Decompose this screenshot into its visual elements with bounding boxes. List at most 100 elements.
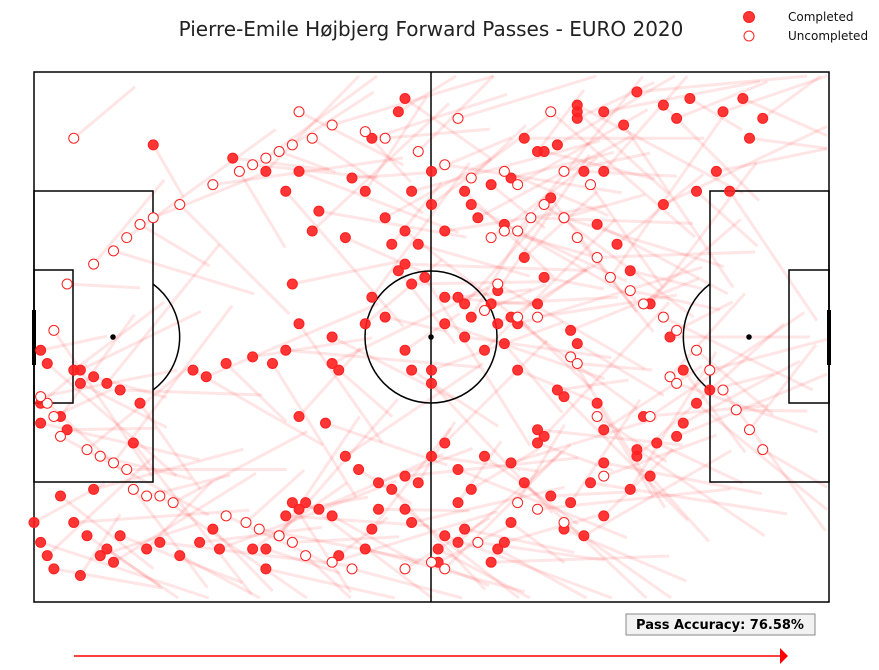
- completed-pass-point: [399, 258, 411, 270]
- completed-pass-point: [399, 93, 411, 104]
- pass-arrow: [417, 242, 531, 278]
- pass-arrow: [192, 368, 324, 447]
- uncompleted-pass-point: [108, 457, 119, 469]
- completed-pass-point: [94, 550, 106, 562]
- completed-pass-point: [465, 199, 477, 210]
- pass-arrow: [543, 301, 671, 438]
- pass-arrow: [364, 258, 443, 325]
- completed-pass-point: [412, 238, 424, 250]
- uncompleted-pass-point: [465, 172, 477, 184]
- pass-arrow: [576, 103, 744, 195]
- pass-arrow: [298, 495, 369, 511]
- pass-arrow: [337, 368, 394, 418]
- uncompleted-pass-point: [300, 550, 312, 562]
- completed-pass-point: [498, 536, 510, 548]
- uncompleted-pass-point: [35, 391, 47, 403]
- completed-pass-point: [677, 364, 689, 376]
- completed-pass-point: [512, 364, 524, 376]
- uncompleted-pass-point: [174, 199, 186, 210]
- completed-pass-point: [624, 265, 636, 277]
- chart-title: Pierre-Emile Højbjerg Forward Passes - E…: [179, 17, 684, 41]
- pass-arrow: [576, 110, 669, 195]
- completed-pass-point: [48, 563, 60, 575]
- pass-arrow: [563, 216, 725, 269]
- pass-arrow: [523, 190, 599, 259]
- pass-arrow: [397, 74, 457, 114]
- completed-pass-point: [359, 185, 371, 197]
- completed-pass-point: [386, 483, 398, 495]
- pass-arrow: [304, 554, 352, 600]
- completed-pass-point: [551, 139, 563, 151]
- completed-pass-point: [293, 503, 305, 515]
- pass-arrow: [72, 85, 136, 140]
- pass-arrow: [563, 151, 651, 173]
- pass-arrow: [603, 461, 763, 496]
- uncompleted-pass-point: [704, 364, 716, 376]
- completed-pass-point: [585, 477, 596, 489]
- completed-pass-point: [492, 543, 504, 555]
- completed-pass-point: [598, 510, 610, 522]
- uncompleted-pass-point: [426, 556, 437, 568]
- pass-arrow: [642, 218, 742, 306]
- pass-arrow: [238, 170, 287, 249]
- pass-arrow: [742, 97, 828, 138]
- completed-pass-point: [81, 530, 93, 542]
- pass-arrow: [331, 514, 420, 566]
- completed-pass-point: [558, 391, 570, 403]
- uncompleted-pass-point: [558, 212, 570, 224]
- pass-arrow: [404, 229, 531, 330]
- completed-pass-point: [505, 172, 517, 184]
- legend-uncompleted-label: Uncompleted: [788, 29, 868, 43]
- uncompleted-pass-point: [532, 311, 543, 323]
- pass-arrow: [457, 443, 572, 544]
- pass-arrow: [46, 454, 156, 557]
- completed-pass-point: [366, 523, 378, 535]
- pass-arrow: [225, 362, 288, 423]
- uncompleted-pass-point: [220, 510, 232, 522]
- completed-pass-point: [127, 437, 139, 449]
- completed-pass-point: [313, 503, 325, 515]
- completed-pass-point: [247, 543, 259, 555]
- uncompleted-pass-point: [591, 252, 603, 263]
- legend-completed-label: Completed: [788, 10, 853, 24]
- uncompleted-pass-point: [240, 517, 252, 528]
- uncompleted-pass-point: [671, 377, 683, 389]
- completed-pass-point: [452, 536, 464, 548]
- uncompleted-pass-point: [108, 245, 119, 257]
- completed-pass-point: [260, 165, 272, 177]
- pass-arrow: [662, 124, 828, 206]
- completed-pass-point: [339, 450, 351, 462]
- completed-pass-point: [426, 165, 437, 177]
- pass-arrow: [483, 455, 580, 526]
- uncompleted-pass-point: [671, 324, 683, 336]
- completed-pass-point: [74, 570, 86, 581]
- pitch: [32, 71, 831, 603]
- pass-arrow: [86, 366, 190, 451]
- completed-pass-point: [373, 503, 384, 515]
- pass-arrow: [416, 421, 457, 484]
- pass-arrow: [297, 322, 384, 444]
- pass-arrow: [285, 514, 430, 528]
- completed-pass-point: [545, 490, 557, 502]
- pass-arrow: [277, 415, 361, 537]
- pass-arrow: [298, 169, 460, 235]
- pass-arrow: [682, 359, 801, 425]
- legend-uncompleted-marker: [743, 30, 755, 42]
- pass-arrow: [120, 388, 263, 397]
- completed-pass-point: [485, 298, 497, 310]
- pass-arrow: [205, 302, 379, 379]
- uncompleted-pass-point: [41, 397, 53, 409]
- uncompleted-pass-point: [121, 464, 133, 475]
- completed-pass-point: [439, 318, 451, 330]
- completed-pass-point: [194, 536, 206, 548]
- uncompleted-pass-point: [604, 271, 616, 283]
- completed-pass-point: [280, 185, 292, 197]
- completed-pass-point: [498, 338, 510, 350]
- pass-accuracy-box: Pass Accuracy: 76.58%: [625, 613, 816, 636]
- pass-arrow: [628, 351, 718, 491]
- completed-pass-point: [545, 192, 557, 204]
- pass-arrow: [761, 448, 828, 489]
- completed-pass-point: [326, 331, 338, 343]
- completed-pass-point: [671, 112, 683, 124]
- completed-pass-point: [565, 324, 577, 336]
